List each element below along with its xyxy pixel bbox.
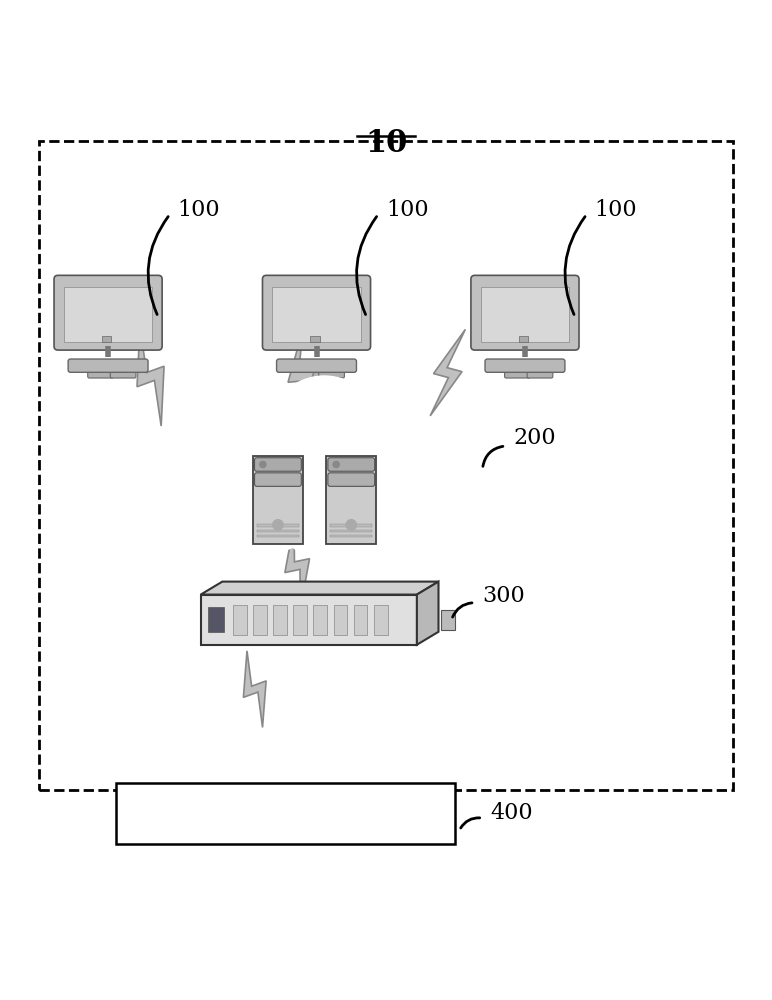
Text: 100: 100 (386, 200, 428, 222)
Bar (330, 535, 372, 537)
FancyBboxPatch shape (505, 367, 530, 378)
FancyBboxPatch shape (296, 367, 322, 378)
Bar (257, 530, 299, 532)
FancyBboxPatch shape (88, 367, 113, 378)
Bar (273, 287, 361, 342)
Bar (201, 595, 417, 645)
Bar (519, 336, 528, 342)
Text: 200: 200 (513, 427, 556, 449)
Bar (253, 605, 267, 635)
Bar (102, 336, 111, 342)
Circle shape (230, 465, 317, 552)
Bar (208, 607, 224, 632)
FancyArrowPatch shape (483, 446, 503, 466)
FancyArrowPatch shape (565, 217, 585, 314)
FancyArrowPatch shape (148, 217, 168, 314)
FancyBboxPatch shape (471, 275, 579, 350)
Bar (354, 605, 367, 635)
Bar (330, 530, 372, 532)
Bar (441, 610, 455, 630)
Circle shape (273, 520, 283, 530)
Bar (257, 524, 299, 527)
Bar (374, 605, 388, 635)
Circle shape (332, 465, 418, 552)
Circle shape (177, 447, 258, 529)
FancyBboxPatch shape (328, 458, 374, 471)
Text: 400: 400 (490, 802, 533, 824)
Polygon shape (417, 582, 438, 645)
FancyBboxPatch shape (110, 367, 136, 378)
Circle shape (391, 447, 472, 529)
Bar (39, 141, 733, 790)
Polygon shape (243, 651, 266, 727)
FancyBboxPatch shape (54, 275, 162, 350)
Polygon shape (285, 523, 310, 608)
Polygon shape (288, 330, 314, 423)
FancyBboxPatch shape (253, 456, 303, 544)
Bar (233, 605, 247, 635)
FancyBboxPatch shape (485, 359, 565, 372)
Text: 待测量子芯片: 待测量子芯片 (243, 801, 328, 825)
Text: 10: 10 (365, 128, 407, 159)
FancyArrowPatch shape (357, 217, 377, 314)
Circle shape (215, 412, 306, 503)
Bar (293, 605, 307, 635)
Circle shape (268, 376, 381, 488)
FancyBboxPatch shape (262, 275, 371, 350)
FancyArrowPatch shape (452, 603, 472, 617)
Polygon shape (137, 327, 164, 426)
FancyBboxPatch shape (276, 359, 357, 372)
Bar (330, 524, 372, 527)
Bar (116, 783, 455, 844)
Bar (334, 605, 347, 635)
Bar (257, 535, 299, 537)
FancyBboxPatch shape (327, 456, 377, 544)
FancyBboxPatch shape (319, 367, 344, 378)
FancyBboxPatch shape (255, 458, 301, 471)
Text: 100: 100 (594, 200, 637, 222)
FancyBboxPatch shape (328, 473, 374, 486)
FancyBboxPatch shape (527, 367, 553, 378)
Bar (310, 336, 320, 342)
Text: 100: 100 (178, 200, 220, 222)
Circle shape (333, 461, 340, 468)
Polygon shape (201, 582, 438, 595)
FancyArrowPatch shape (461, 818, 479, 828)
Bar (313, 605, 327, 635)
Polygon shape (430, 329, 466, 416)
Circle shape (342, 412, 434, 503)
Circle shape (346, 520, 357, 530)
Circle shape (279, 468, 370, 559)
Circle shape (259, 461, 266, 468)
Bar (64, 287, 152, 342)
FancyBboxPatch shape (255, 473, 301, 486)
Bar (273, 605, 287, 635)
FancyBboxPatch shape (68, 359, 148, 372)
Text: 300: 300 (482, 585, 525, 607)
Bar (481, 287, 569, 342)
